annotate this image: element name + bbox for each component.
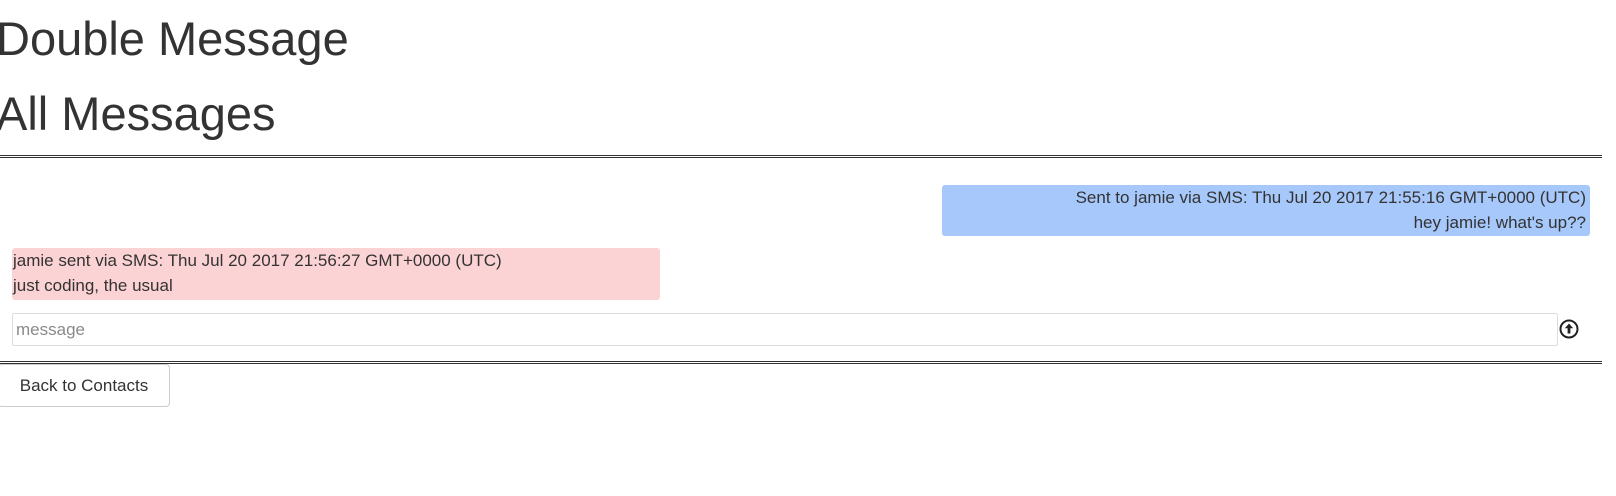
message-sent: Sent to jamie via SMS: Thu Jul 20 2017 2…	[942, 185, 1590, 236]
divider-top	[0, 155, 1602, 158]
arrow-up-circle-icon	[1559, 319, 1579, 339]
message-received: jamie sent via SMS: Thu Jul 20 2017 21:5…	[12, 248, 660, 300]
message-text: just coding, the usual	[13, 276, 173, 295]
divider-bottom	[0, 361, 1602, 364]
page-title: All Messages	[0, 87, 276, 140]
message-input[interactable]	[12, 313, 1558, 346]
back-to-contacts-button[interactable]: Back to Contacts	[0, 364, 170, 407]
message-meta: jamie sent via SMS: Thu Jul 20 2017 21:5…	[13, 251, 502, 270]
message-text: hey jamie! what's up??	[1413, 213, 1586, 232]
send-button[interactable]	[1558, 318, 1580, 340]
app-title: Double Message	[0, 12, 349, 65]
message-meta: Sent to jamie via SMS: Thu Jul 20 2017 2…	[1075, 188, 1586, 207]
